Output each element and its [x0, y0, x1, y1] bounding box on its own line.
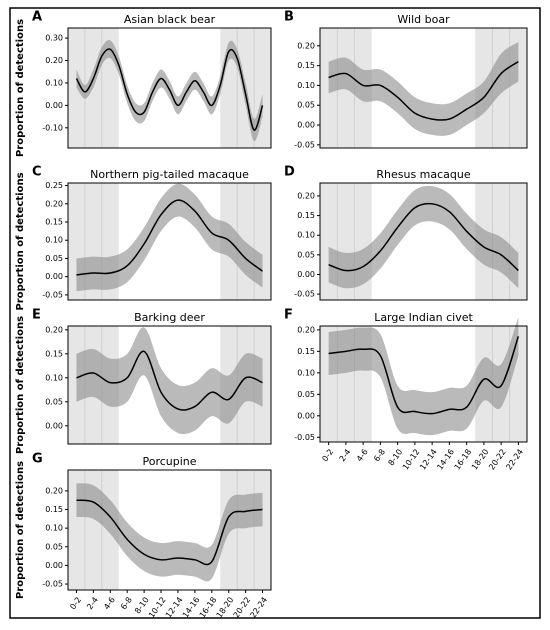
panel-letter: A [32, 10, 42, 25]
y-axis-label: Proportion of detections [15, 316, 26, 454]
y-tick-label: 0.00 [45, 272, 63, 281]
y-tick-label: 0.20 [45, 486, 63, 495]
y-tick-label: -0.05 [294, 433, 315, 442]
y-tick-label: 0.20 [297, 41, 315, 50]
y-tick-label: -0.05 [42, 290, 63, 299]
y-tick-label: 0.10 [297, 231, 315, 240]
x-tick-label: 22-24 [249, 595, 270, 619]
x-tick-label: 2-4 [85, 595, 100, 611]
panel-letter: G [32, 452, 43, 467]
y-tick-label: 0.15 [45, 218, 63, 227]
panel-letter: C [32, 165, 42, 180]
y-tick-label: 0.00 [297, 411, 315, 420]
plot-frame [319, 27, 528, 149]
x-tick-label: 16-18 [453, 447, 474, 471]
panel-letter: F [284, 308, 293, 323]
y-tick-label: 0.10 [297, 368, 315, 377]
y-tick-label: 0.00 [45, 421, 63, 430]
y-tick-label: -0.05 [42, 580, 63, 589]
y-tick-label: 0.05 [297, 390, 315, 399]
plot-frame [319, 182, 528, 301]
x-tick-label: 10-12 [401, 447, 422, 471]
x-tick-label: 20-22 [487, 447, 508, 471]
x-tick-label: 2-4 [338, 447, 353, 463]
panel-letter: D [284, 165, 295, 180]
plot-frame [67, 325, 272, 445]
confidence-band [328, 41, 519, 136]
y-tick-label: -0.10 [42, 123, 63, 132]
activity-curve [75, 48, 264, 131]
panel-title: Barking deer [134, 311, 205, 324]
activity-curve [328, 336, 520, 415]
y-tick-label: 0.25 [45, 181, 63, 190]
activity-curve [328, 202, 519, 272]
y-axis-label: Proportion of detections [15, 19, 26, 157]
panel-title: Wild boar [397, 13, 450, 26]
confidence-band [76, 183, 263, 292]
panel-title: Rhesus macaque [376, 168, 471, 181]
panel-letter: E [32, 308, 41, 323]
x-tick-label: 4-6 [355, 447, 370, 463]
y-tick-label: 0.15 [297, 211, 315, 220]
panel-letter: B [284, 10, 294, 25]
figure-border [9, 7, 541, 619]
x-tick-label: 4-6 [102, 595, 117, 611]
y-tick-label: 0.20 [45, 199, 63, 208]
panel-title: Porcupine [142, 455, 196, 468]
y-tick-label: 0.00 [45, 101, 63, 110]
plot-frame [67, 469, 272, 591]
x-tick-label: 0-2 [68, 595, 83, 611]
y-axis-label: Proportion of detections [15, 461, 26, 599]
y-tick-label: 0.10 [45, 524, 63, 533]
plot-frame [67, 27, 272, 149]
y-tick-label: 0.10 [45, 236, 63, 245]
y-tick-label: 0.15 [297, 347, 315, 356]
confidence-band [76, 483, 263, 582]
activity-curve [76, 499, 263, 566]
confidence-band [328, 316, 519, 436]
x-tick-label: 0-2 [320, 447, 335, 463]
confidence-band [328, 185, 519, 289]
y-tick-label: 0.15 [45, 349, 63, 358]
y-tick-label: 0.10 [297, 81, 315, 90]
y-tick-label: 0.20 [297, 191, 315, 200]
y-tick-label: 0.15 [297, 61, 315, 70]
x-tick-label: 6-8 [119, 595, 134, 611]
y-axis-label: Proportion of detections [15, 172, 26, 310]
plot-frame [319, 325, 528, 443]
panel-title: Asian black bear [124, 13, 216, 26]
activity-curve [76, 199, 263, 276]
y-tick-label: -0.05 [294, 290, 315, 299]
y-tick-label: 0.30 [45, 34, 63, 43]
x-tick-label: 18-20 [470, 447, 491, 471]
y-tick-label: 0.05 [45, 254, 63, 263]
y-tick-label: 0.05 [45, 542, 63, 551]
y-tick-label: 0.20 [45, 56, 63, 65]
y-tick-label: 0.10 [45, 78, 63, 87]
y-tick-label: 0.10 [45, 373, 63, 382]
y-tick-label: 0.20 [45, 325, 63, 334]
x-tick-label: 22-24 [504, 447, 525, 471]
confidence-band [76, 327, 263, 435]
plot-frame [67, 182, 272, 301]
x-tick-label: 6-8 [372, 447, 387, 463]
y-tick-label: 0.20 [297, 325, 315, 334]
x-tick-label: 12-14 [418, 447, 439, 471]
y-tick-label: 0.00 [297, 270, 315, 279]
y-tick-label: 0.15 [45, 505, 63, 514]
y-tick-label: 0.05 [297, 101, 315, 110]
y-tick-label: 0.00 [45, 561, 63, 570]
x-tick-label: 14-16 [435, 447, 456, 471]
activity-curve [328, 61, 519, 121]
panel-title: Northern pig-tailed macaque [90, 168, 249, 181]
panel-title: Large Indian civet [374, 311, 473, 324]
y-tick-label: 0.00 [297, 121, 315, 130]
y-tick-label: -0.05 [294, 140, 315, 149]
y-tick-label: 0.05 [45, 397, 63, 406]
y-tick-label: 0.05 [297, 250, 315, 259]
activity-curve [76, 350, 263, 411]
